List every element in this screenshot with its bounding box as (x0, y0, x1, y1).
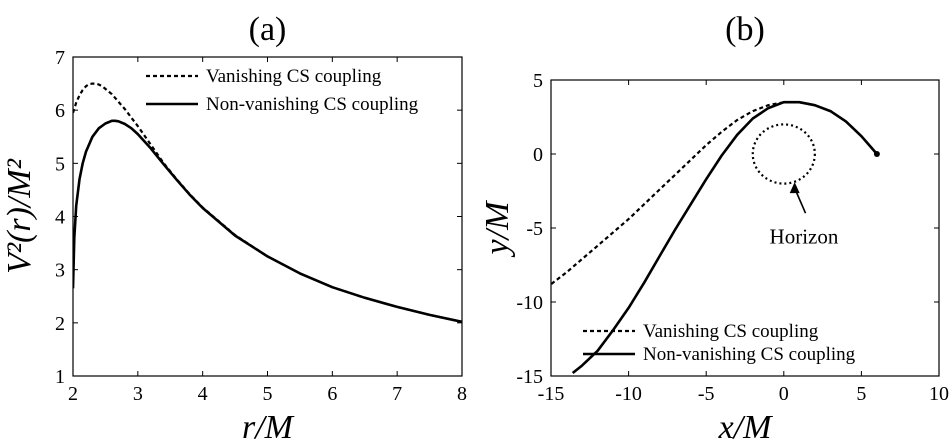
panel-a-xtick-label: 6 (327, 383, 337, 405)
panel-a-ytick-label: 6 (55, 100, 65, 122)
panel-a-xtick-label: 4 (198, 383, 208, 405)
panel-a-xtick-label: 7 (392, 383, 402, 405)
panel-a-xtick-label: 8 (457, 383, 467, 405)
panel-b-ytick-label: 5 (533, 70, 543, 92)
panel-a-xlabel: r/M (242, 409, 295, 445)
panel-a-ytick-label: 3 (55, 260, 65, 282)
panel-b-ytick-label: -15 (516, 366, 543, 388)
panel-a-legend-label: Non-vanishing CS coupling (206, 94, 419, 115)
horizon-arrow-head (789, 182, 800, 194)
panel-a-ytick-label: 7 (55, 47, 65, 69)
panel-a-ytick-label: 5 (55, 153, 65, 175)
panel-a-series-non-vanishing (73, 119, 462, 324)
panel-a-xtick-label: 2 (68, 383, 78, 405)
panel-a-ytick-label: 2 (55, 313, 65, 335)
panel-b-ylabel: y/M (479, 200, 516, 258)
orbit-start-point (873, 151, 880, 157)
panel-a-xtick-label: 3 (133, 383, 143, 405)
panel-b: (b) -15 -10 -5 0 5 10 -15 -10 -5 0 5 x/M y/M Horizon Va… (479, 11, 949, 445)
panel-b-series-non-vanishing (571, 100, 878, 375)
panel-b-xtick-label: -5 (698, 383, 715, 405)
panel-b-xtick-label: -15 (538, 383, 565, 405)
panel-b-legend-label: Non-vanishing CS coupling (643, 344, 856, 365)
panel-a-legend: Vanishing CS coupling Non-vanishing CS co… (146, 66, 419, 115)
panel-a-series-vanishing (73, 82, 462, 323)
panel-b-xtick-label: -10 (615, 383, 642, 405)
panel-b-xlabel: x/M (718, 409, 774, 445)
panel-b-series-vanishing (551, 101, 878, 286)
horizon-circle (751, 123, 816, 185)
panel-b-xtick-label: 0 (779, 383, 789, 405)
horizon-annotation: Horizon (770, 224, 839, 248)
panel-b-xtick-label: 5 (856, 383, 866, 405)
panel-b-ytick-label: -5 (526, 218, 543, 240)
panel-b-ytick-label: -10 (516, 292, 543, 314)
panel-b-ytick-label: 0 (533, 144, 543, 166)
panel-a-title: (a) (249, 11, 287, 48)
panel-b-legend-label: Vanishing CS coupling (643, 321, 819, 342)
panel-a-ytick-label: 1 (55, 366, 65, 388)
panel-b-title: (b) (725, 11, 765, 48)
panel-b-xtick-label: 10 (929, 383, 949, 405)
panel-a-ytick-label: 4 (55, 207, 65, 229)
panel-a-ylabel: V²(r)/M² (1, 158, 38, 274)
panel-a-xtick-label: 5 (263, 383, 273, 405)
panel-a-legend-label: Vanishing CS coupling (206, 66, 382, 87)
